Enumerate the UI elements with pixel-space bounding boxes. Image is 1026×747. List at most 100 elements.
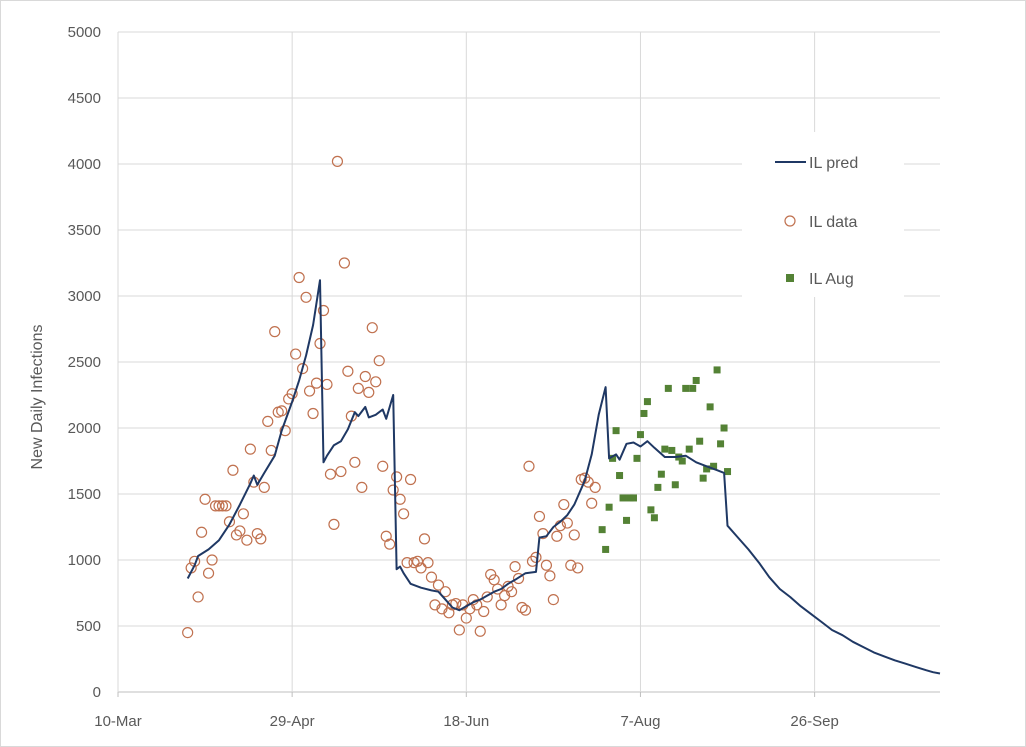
il-data-point <box>255 533 267 545</box>
il-aug-point <box>717 440 725 448</box>
il-data-point <box>551 530 563 542</box>
il-data-point <box>356 481 368 493</box>
legend-entry-il-data: IL data <box>784 214 857 231</box>
il-data-point <box>359 370 371 383</box>
legend-data-swatch <box>784 215 796 227</box>
il-data-point <box>568 529 580 541</box>
plot-area <box>182 155 941 675</box>
il-data-point <box>220 500 232 512</box>
il-data-point <box>182 626 194 639</box>
y-tick-label: 5000 <box>68 24 101 41</box>
legend: IL pred IL data IL Aug <box>742 132 904 297</box>
il-aug-point <box>636 431 644 439</box>
il-data-point <box>262 415 274 427</box>
il-data-point <box>324 468 337 480</box>
il-data-point <box>453 624 465 636</box>
il-data-point <box>349 456 361 468</box>
y-tick-label: 4500 <box>68 90 101 107</box>
legend-aug-label: IL Aug <box>809 271 854 288</box>
il-data-point <box>391 471 403 483</box>
il-data-point <box>237 508 249 520</box>
il-data-point <box>565 559 577 571</box>
il-data-point <box>314 337 326 350</box>
il-data-point <box>297 363 309 375</box>
il-data-point <box>481 591 493 603</box>
il-aug-point <box>696 437 704 445</box>
y-axis-tick-labels: 0 500 1000 1500 2000 2500 3000 3500 4000 4500 5000 <box>68 24 101 701</box>
il-data-point <box>404 473 417 486</box>
il-data-point <box>276 405 288 417</box>
il-data-point <box>363 386 375 398</box>
il-aug-point <box>619 494 627 502</box>
il-data-point <box>279 425 291 437</box>
il-data-point <box>300 291 312 303</box>
x-tick-label: 29-Apr <box>270 713 315 730</box>
il-data-point <box>523 460 535 472</box>
il-aug-point <box>633 454 641 462</box>
il-aug-point <box>616 472 624 480</box>
y-tick-label: 3000 <box>68 288 101 305</box>
il-data-point <box>373 355 385 367</box>
il-data-point <box>516 601 528 614</box>
il-aug-point <box>623 516 631 524</box>
il-data-point <box>234 525 246 537</box>
il-data-point <box>533 510 546 523</box>
il-data-point <box>370 376 382 388</box>
il-aug-point <box>612 427 620 435</box>
il-data-point <box>509 560 521 573</box>
il-aug-point <box>657 470 665 478</box>
il-aug-point <box>629 494 637 502</box>
il-data-point <box>377 460 389 472</box>
il-data-point <box>439 586 452 598</box>
il-data-point <box>352 382 364 394</box>
il-data-point <box>558 498 570 511</box>
il-aug-point <box>609 454 617 462</box>
x-axis-tick-labels: 10-Mar 29-Apr 18-Jun 7-Aug 26-Sep <box>94 713 839 730</box>
il-data-point <box>425 571 438 583</box>
y-tick-label: 1500 <box>68 486 101 503</box>
il-data-point <box>544 570 556 582</box>
il-data-point <box>572 562 584 574</box>
il-aug-point <box>706 403 714 411</box>
il-aug-point <box>668 446 676 454</box>
il-aug-point <box>713 366 721 374</box>
legend-background <box>742 132 904 297</box>
il-data-point <box>216 500 229 512</box>
il-aug-point <box>654 483 662 491</box>
il-data-point <box>589 481 601 493</box>
il-aug-point <box>699 474 707 482</box>
il-data-point <box>258 481 270 493</box>
il-data-point <box>317 304 330 317</box>
il-data-point <box>586 497 598 509</box>
il-data-point <box>206 554 218 566</box>
il-data-point <box>213 500 225 512</box>
il-aug-point <box>720 424 728 432</box>
il-aug-point <box>682 384 690 392</box>
y-tick-label: 3500 <box>68 222 101 239</box>
il-data-point <box>269 326 281 338</box>
x-tick-label: 18-Jun <box>443 713 489 730</box>
il-aug-point <box>685 445 693 453</box>
y-tick-label: 0 <box>93 684 101 701</box>
il-data-point <box>195 526 208 538</box>
il-data-point <box>422 557 434 569</box>
il-data-point <box>401 557 413 569</box>
il-aug-point <box>692 376 700 384</box>
legend-entry-il-aug: IL Aug <box>786 271 854 288</box>
il-data-point <box>307 407 319 420</box>
il-data-point <box>241 534 253 546</box>
il-data-point <box>384 538 396 550</box>
il-data-point <box>540 559 553 571</box>
y-axis-title: New Daily Infections <box>29 325 46 470</box>
il-aug-point <box>598 526 606 534</box>
y-tick-label: 4000 <box>68 156 101 173</box>
il-data-point <box>290 348 302 360</box>
x-tick-label: 26-Sep <box>790 713 838 730</box>
il-aug-point <box>710 462 718 470</box>
il-aug-point <box>664 384 672 392</box>
il-data-point <box>512 572 525 585</box>
il-pred-line <box>186 279 941 675</box>
y-tick-label: 500 <box>76 618 101 635</box>
